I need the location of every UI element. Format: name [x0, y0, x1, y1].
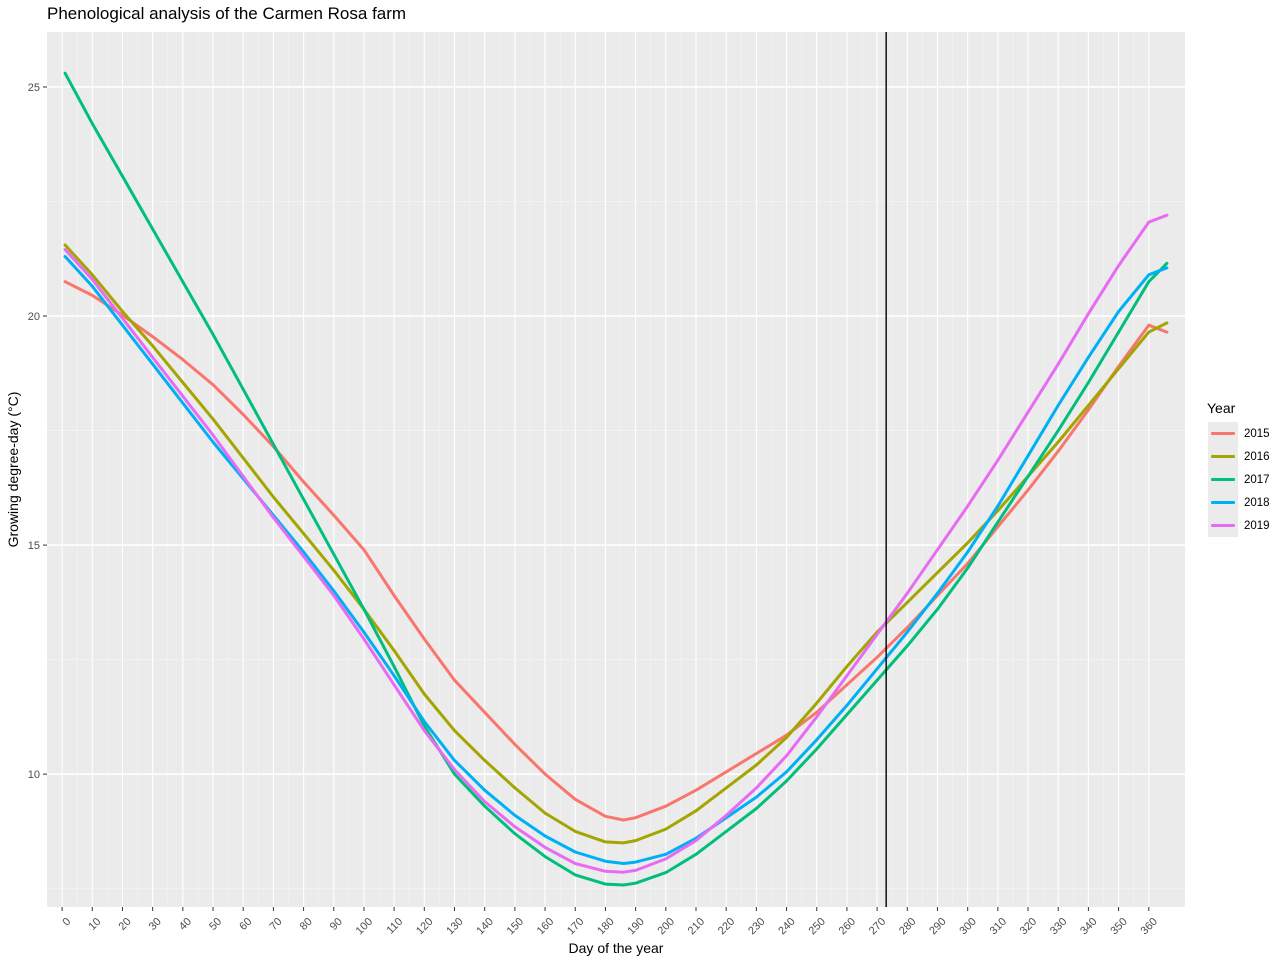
- x-tick-label: 120: [414, 916, 435, 937]
- x-tick-label: 200: [656, 916, 677, 937]
- x-tick-label: 0: [60, 916, 73, 929]
- legend-label: 2016: [1244, 450, 1270, 463]
- x-tick-label: 220: [716, 916, 737, 937]
- x-tick-label: 40: [177, 916, 194, 933]
- legend-label: 2019: [1244, 519, 1270, 532]
- legend-item-2018: 2018: [1200, 491, 1280, 514]
- x-tick-label: 300: [957, 916, 978, 937]
- x-tick-label: 260: [837, 916, 858, 937]
- x-tick-label: 70: [267, 916, 284, 933]
- legend-swatch: [1208, 468, 1238, 491]
- x-tick-label: 270: [867, 916, 888, 937]
- x-tick-label: 330: [1048, 916, 1069, 937]
- x-tick-label: 90: [328, 916, 345, 933]
- x-tick-label: 190: [625, 916, 646, 937]
- y-tick-label: 25: [28, 82, 40, 94]
- legend-swatch: [1208, 514, 1238, 537]
- legend-label: 2017: [1244, 473, 1270, 486]
- series-line-2017: [63, 71, 1169, 887]
- x-tick-label: 360: [1139, 916, 1160, 937]
- legend-items: 2015 2016 2017 2018 2019: [1200, 422, 1280, 537]
- x-tick-label: 100: [354, 916, 375, 937]
- x-tick-label: 320: [1018, 916, 1039, 937]
- x-tick-label: 250: [806, 916, 827, 937]
- legend-line: [1211, 524, 1235, 527]
- x-axis-title: Day of the year: [569, 940, 664, 956]
- x-tick-label: 80: [298, 916, 315, 933]
- x-tick-label: 130: [444, 916, 465, 937]
- x-tick-label: 290: [927, 916, 948, 937]
- legend-title: Year: [1207, 400, 1236, 416]
- y-axis-title: Growing degree-day (°C): [5, 392, 21, 548]
- x-tick-label: 140: [474, 916, 495, 937]
- legend-label: 2018: [1244, 496, 1270, 509]
- x-tick-label: 230: [746, 916, 767, 937]
- legend-line: [1211, 501, 1235, 504]
- legend-item-2019: 2019: [1200, 514, 1280, 537]
- legend-swatch: [1208, 445, 1238, 468]
- x-tick-label: 110: [384, 916, 405, 937]
- x-tick-label: 60: [237, 916, 254, 933]
- x-tick-label: 50: [207, 916, 224, 933]
- x-tick-label: 170: [565, 916, 586, 937]
- x-tick-label: 280: [897, 916, 918, 937]
- x-tick-label: 240: [776, 916, 797, 937]
- y-tick-label: 10: [28, 769, 40, 781]
- legend-item-2017: 2017: [1200, 468, 1280, 491]
- legend-line: [1211, 478, 1235, 481]
- x-tick-label: 20: [117, 916, 134, 933]
- chart-title: Phenological analysis of the Carmen Rosa…: [47, 4, 407, 23]
- legend-item-2015: 2015: [1200, 422, 1280, 445]
- x-tick-label: 310: [988, 916, 1009, 937]
- legend-item-2016: 2016: [1200, 445, 1280, 468]
- legend-swatch: [1208, 422, 1238, 445]
- series-line-2019: [63, 213, 1169, 874]
- y-tick-label: 15: [28, 540, 40, 552]
- x-tick-label: 180: [595, 916, 616, 937]
- x-tick-label: 30: [147, 916, 164, 933]
- legend: Year 2015 2016 2017 2018 2019: [1200, 400, 1280, 537]
- legend-label: 2015: [1244, 427, 1270, 440]
- x-tick-label: 340: [1078, 916, 1099, 937]
- legend-line: [1211, 432, 1235, 435]
- y-tick-label: 20: [28, 311, 40, 323]
- x-tick-label: 150: [505, 916, 526, 937]
- legend-swatch: [1208, 491, 1238, 514]
- legend-line: [1211, 455, 1235, 458]
- x-tick-label: 350: [1108, 916, 1129, 937]
- panel-background: [47, 32, 1185, 907]
- x-tick-label: 210: [686, 916, 707, 937]
- x-tick-label: 160: [535, 916, 556, 937]
- x-tick-label: 10: [86, 916, 103, 933]
